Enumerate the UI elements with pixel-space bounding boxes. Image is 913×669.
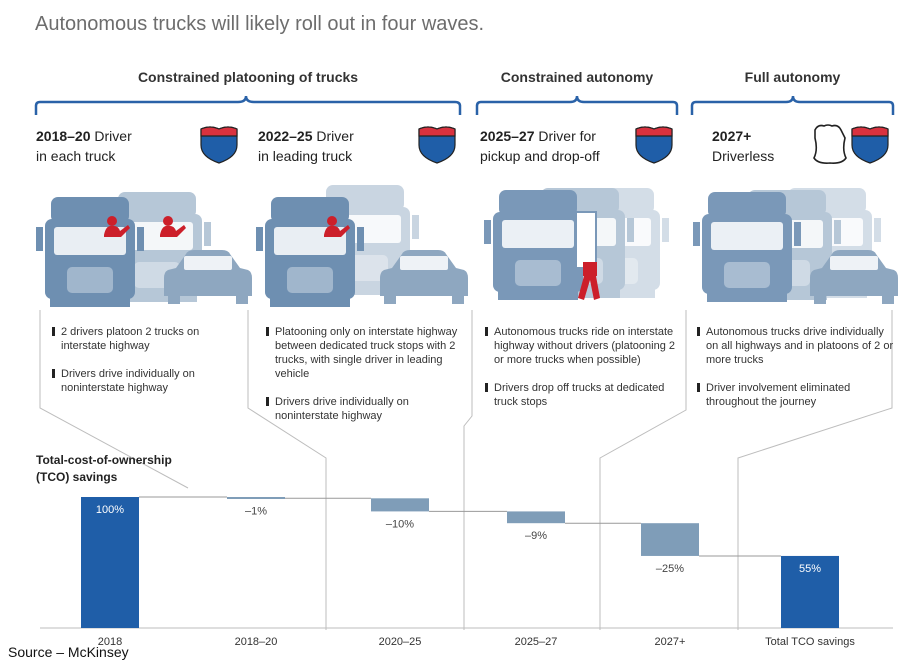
wave-2-illustration (256, 185, 468, 307)
wave-4-illustration (693, 188, 898, 304)
category-label: Total TCO savings (765, 636, 855, 648)
data-label: 55% (799, 563, 821, 575)
open-door (575, 211, 597, 269)
us-route-shield-icon (813, 124, 847, 164)
wave-period: 2025–27 (480, 128, 535, 144)
interstate-shield-icon (851, 126, 889, 164)
data-label: –1% (245, 505, 267, 517)
phase-brackets (34, 95, 895, 115)
bullet-item: Platooning only on interstate highway be… (266, 325, 466, 381)
wave-period: 2018–20 (36, 128, 91, 144)
callout-lines (39, 310, 893, 630)
source-note: Source – McKinsey (8, 644, 129, 660)
data-label: –10% (386, 518, 414, 530)
wave-2-bullets: Platooning only on interstate highway be… (266, 325, 466, 437)
bar-2025-27 (507, 511, 565, 524)
wave-1-bullets: 2 drivers platoon 2 trucks on interstate… (52, 325, 212, 409)
wave-4-bullets: Autonomous trucks drive individually on … (697, 325, 895, 423)
chart-title: Total-cost-of-ownership (TCO) savings (36, 453, 172, 484)
wave-title-line1: Driver (316, 128, 354, 144)
bullet-item: Autonomous trucks drive individually on … (697, 325, 895, 367)
bar-2020-25 (371, 498, 429, 512)
phase-label-constrained-autonomy: Constrained autonomy (500, 69, 654, 85)
wave-title-1: 2018–20 Driver in each truck (36, 126, 196, 166)
wave-period: 2027+ (712, 128, 752, 144)
category-label: 2027+ (655, 636, 686, 648)
bullet-item: Drivers drop off trucks at dedicated tru… (485, 381, 682, 409)
category-label: 2018 (98, 636, 122, 648)
bullet-item: 2 drivers platoon 2 trucks on interstate… (52, 325, 212, 353)
wave-title-line2: pickup and drop-off (480, 148, 600, 164)
wave-title-line2: in leading truck (258, 148, 353, 164)
bullet-item: Driver involvement eliminated throughout… (697, 381, 895, 409)
phase-bracket-lines (34, 95, 895, 115)
wave-title-line2: Driverless (712, 148, 775, 164)
wave-title-4: 2027+ Driverless (712, 126, 812, 166)
phase-bracket-3 (690, 95, 895, 115)
driver-figure (578, 262, 600, 300)
bar-2018-20 (227, 497, 285, 499)
wave-title-line1: Driver for (538, 128, 596, 144)
wave-title-line2: in each truck (36, 148, 116, 164)
wave-3-illustration (484, 188, 669, 300)
phase-label-full-autonomy: Full autonomy (744, 69, 841, 85)
wave-1-illustration (36, 192, 252, 307)
category-label: 2025–27 (515, 636, 558, 648)
category-label: 2020–25 (379, 636, 422, 648)
wave-period: 2022–25 (258, 128, 313, 144)
tco-waterfall-chart: 100% 2018 –1% 2018–20 –10% 2020–25 –9% 2025–27 –… (40, 496, 893, 648)
phase-label-platooning: Constrained platooning of trucks (137, 69, 359, 85)
interstate-shield-icon (200, 126, 238, 164)
data-label: –9% (525, 530, 547, 542)
data-label: –25% (656, 563, 684, 575)
phase-bracket-2 (475, 95, 679, 115)
bullet-item: Drivers drive individually on noninterst… (52, 367, 212, 395)
wave-title-line1: Driver (94, 128, 132, 144)
page-title: Autonomous trucks will likely roll out i… (35, 13, 485, 35)
interstate-shield-icon (418, 126, 456, 164)
wave-3-bullets: Autonomous trucks ride on interstate hig… (485, 325, 682, 423)
category-label: 2018–20 (235, 636, 278, 648)
bar-total-tco-savings (781, 555, 839, 628)
bullet-item: Drivers drive individually on noninterst… (266, 395, 466, 423)
wave-title-2: 2022–25 Driver in leading truck (258, 126, 418, 166)
bullet-item: Autonomous trucks ride on interstate hig… (485, 325, 682, 367)
bar-2027- (641, 523, 699, 556)
wave-title-3: 2025–27 Driver for pickup and drop-off (480, 126, 640, 166)
interstate-shield-icon (635, 126, 673, 164)
phase-bracket-1 (34, 95, 462, 115)
data-label: 100% (96, 504, 124, 516)
bar-2018 (81, 497, 139, 628)
